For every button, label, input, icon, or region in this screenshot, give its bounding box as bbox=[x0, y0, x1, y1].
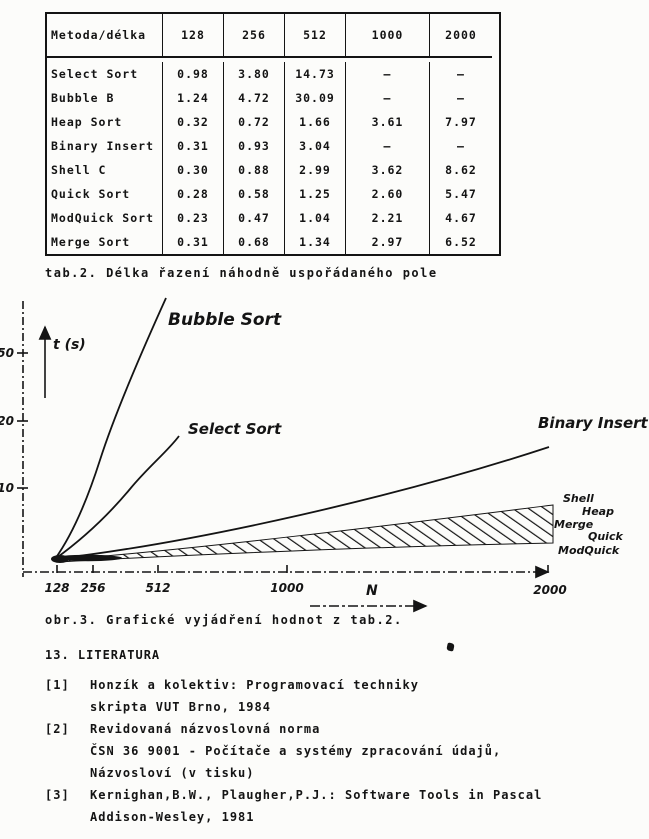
reference-number: [2] bbox=[45, 722, 70, 736]
curve-bubble-sort bbox=[54, 297, 167, 560]
references-section: 13. LITERATURA [1] Honzík a kolektiv: Pr… bbox=[45, 644, 625, 828]
label-binary-insert: Binary Insert bbox=[538, 414, 649, 432]
table-row-label: ModQuick Sort bbox=[47, 206, 163, 230]
table-cell: 2.99 bbox=[285, 158, 346, 182]
table-cell: 4.72 bbox=[224, 86, 285, 110]
table-cell: 2.21 bbox=[346, 206, 430, 230]
table-header-method: Metoda/délka bbox=[47, 14, 163, 58]
table-row-label: Heap Sort bbox=[47, 110, 163, 134]
table-cell: 1.04 bbox=[285, 206, 346, 230]
y-tick-label-50: 50 bbox=[0, 346, 14, 360]
y-axis-label: t (s) bbox=[53, 337, 86, 353]
table-cell: 1.24 bbox=[163, 86, 224, 110]
reference-item: [3] Kernighan,B.W., Plaugher,P.J.: Softw… bbox=[45, 784, 625, 806]
label-quick: Quick bbox=[588, 530, 623, 543]
reference-text: skripta VUT Brno, 1984 bbox=[90, 700, 271, 714]
reference-number: [1] bbox=[45, 678, 70, 692]
benchmark-table: Metoda/délka 128 256 512 1000 2000 Selec… bbox=[45, 12, 501, 256]
x-axis-label: N bbox=[366, 583, 378, 599]
table-cell: 0.28 bbox=[163, 182, 224, 206]
table-cell: 30.09 bbox=[285, 86, 346, 110]
table-header-512: 512 bbox=[285, 14, 346, 58]
reference-text: Revidovaná názvoslovná norma bbox=[90, 722, 321, 736]
y-tick-label-10: 10 bbox=[0, 481, 14, 495]
table-cell: 3.80 bbox=[224, 62, 285, 86]
label-merge: Merge bbox=[554, 518, 594, 531]
table-cell: 0.58 bbox=[224, 182, 285, 206]
table-cell: 0.23 bbox=[163, 206, 224, 230]
table-cell: 4.67 bbox=[445, 211, 477, 225]
x-tick-label-1000: 1000 bbox=[270, 581, 303, 595]
y-tick-label-20: 20 bbox=[0, 414, 14, 428]
table-cell: 0.72 bbox=[224, 110, 285, 134]
label-modquick: ModQuick bbox=[558, 544, 620, 557]
x-tick-label-128: 128 bbox=[44, 581, 69, 595]
table-cell: 0.88 bbox=[224, 158, 285, 182]
table-header-128: 128 bbox=[163, 14, 224, 58]
sorting-performance-chart: 50 20 10 t (s) 128 256 512 1000 2000 N B… bbox=[0, 297, 649, 613]
table-row-label: Bubble B bbox=[47, 86, 163, 110]
reference-number: [3] bbox=[45, 788, 70, 802]
table-cell: 0.98 bbox=[163, 62, 224, 86]
table-cell: 3.61 bbox=[346, 110, 430, 134]
table-cell: 0.30 bbox=[163, 158, 224, 182]
table-row-label: Select Sort bbox=[47, 62, 163, 86]
label-select-sort: Select Sort bbox=[188, 420, 282, 438]
table-cell: – bbox=[346, 62, 430, 86]
table-cell: – bbox=[457, 67, 465, 81]
table-header-2000: 2000 bbox=[430, 14, 492, 58]
table-row-label: Quick Sort bbox=[47, 182, 163, 206]
table-cell: – bbox=[457, 91, 465, 105]
table-cell: 0.47 bbox=[224, 206, 285, 230]
reference-text: Kernighan,B.W., Plaugher,P.J.: Software … bbox=[90, 788, 543, 802]
reference-text: ČSN 36 9001 - Počítače a systémy zpracov… bbox=[90, 744, 502, 758]
origin-ink-blob bbox=[54, 554, 122, 562]
reference-text: Addison-Wesley, 1981 bbox=[90, 810, 255, 824]
table-cell: 2.97 bbox=[346, 230, 430, 254]
table-cell: 6.52 bbox=[445, 235, 477, 249]
table-cell: 14.73 bbox=[285, 62, 346, 86]
label-bubble-sort: Bubble Sort bbox=[168, 310, 282, 330]
curve-select-sort bbox=[54, 435, 180, 560]
table-cell: 5.47 bbox=[445, 187, 477, 201]
table-row-label: Binary Insert bbox=[47, 134, 163, 158]
table-cell: – bbox=[346, 134, 430, 158]
x-tick-label-256: 256 bbox=[80, 581, 105, 595]
table-cell: 0.68 bbox=[224, 230, 285, 254]
table-cell: 1.66 bbox=[285, 110, 346, 134]
table-row bbox=[47, 38, 163, 48]
table-cell: 0.32 bbox=[163, 110, 224, 134]
table-cell: 3.04 bbox=[285, 134, 346, 158]
table-cell: 1.25 bbox=[285, 182, 346, 206]
curve-binary-insert bbox=[54, 446, 550, 560]
label-heap: Heap bbox=[582, 505, 614, 518]
table-cell: 0.31 bbox=[163, 230, 224, 254]
table-cell: – bbox=[346, 86, 430, 110]
table-cell: – bbox=[457, 139, 465, 153]
x-tick-label-2000: 2000 bbox=[533, 583, 566, 597]
table-cell: 7.97 bbox=[445, 115, 477, 129]
table-header-1000: 1000 bbox=[346, 14, 430, 58]
references-heading: 13. LITERATURA bbox=[45, 648, 161, 662]
reference-item: [2] Revidovaná názvoslovná norma bbox=[45, 718, 625, 740]
table-cell: 0.31 bbox=[163, 134, 224, 158]
table-header-256: 256 bbox=[224, 14, 285, 58]
reference-text: Názvosloví (v tisku) bbox=[90, 766, 255, 780]
table-row-label: Merge Sort bbox=[47, 230, 163, 254]
label-shell: Shell bbox=[563, 492, 594, 505]
reference-text: Honzík a kolektiv: Programovací techniky bbox=[90, 678, 419, 692]
table-cell: 0.93 bbox=[224, 134, 285, 158]
table-cell: 3.62 bbox=[346, 158, 430, 182]
figure-caption: obr.3. Grafické vyjádření hodnot z tab.2… bbox=[45, 613, 403, 627]
table-row-label: Shell C bbox=[47, 158, 163, 182]
reference-item: [1] Honzík a kolektiv: Programovací tech… bbox=[45, 674, 625, 696]
table-cell: 1.34 bbox=[285, 230, 346, 254]
x-tick-label-512: 512 bbox=[145, 581, 170, 595]
table-cell: 2.60 bbox=[346, 182, 430, 206]
table-caption: tab.2. Délka řazení náhodně uspořádaného… bbox=[45, 266, 438, 280]
table-cell: 8.62 bbox=[445, 163, 477, 177]
origin-ink-blob bbox=[51, 555, 69, 563]
